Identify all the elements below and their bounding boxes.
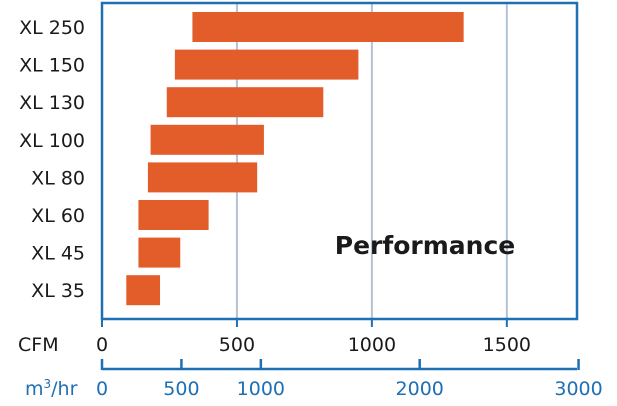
cfm-tick-label: 1000 <box>348 334 396 356</box>
category-label: XL 150 <box>19 55 85 77</box>
cfm-tick-label: 500 <box>219 334 255 356</box>
m3-axis-label: m3/hr <box>25 377 78 400</box>
m3-tick-label: 1000 <box>237 378 285 400</box>
bar-xl-100 <box>150 124 264 155</box>
m3-tick-label: 500 <box>163 378 199 400</box>
category-label: XL 250 <box>19 17 85 39</box>
bar-xl-250 <box>192 12 464 42</box>
m3-axis-ticks: 0 500 1000 2000 3000 <box>96 359 603 400</box>
plot-frame <box>100 1 579 321</box>
category-label: XL 130 <box>19 92 85 114</box>
m3-label-sup: 3 <box>44 377 52 391</box>
category-label: XL 45 <box>31 243 85 265</box>
category-label: XL 80 <box>31 167 85 189</box>
bars <box>126 12 464 306</box>
cfm-tick-label: 0 <box>96 334 108 356</box>
bar-xl-45 <box>138 237 181 268</box>
m3-tick-label: 2000 <box>396 378 444 400</box>
m3-label-m: m <box>25 378 44 400</box>
cfm-axis-label: CFM <box>18 334 59 356</box>
m3-label-rest: /hr <box>51 378 77 400</box>
m3-tick-label: 3000 <box>554 378 602 400</box>
bar-xl-80 <box>147 162 258 193</box>
m3-tick-label: 0 <box>96 378 108 400</box>
category-label: XL 60 <box>31 205 85 227</box>
cfm-axis-ticks: 0 500 1000 1500 <box>96 319 531 356</box>
category-label: XL 100 <box>19 130 85 152</box>
category-labels: XL 250 XL 150 XL 130 XL 100 XL 80 XL 60 XL 45 X… <box>19 17 85 302</box>
category-label: XL 35 <box>31 280 85 302</box>
bar-xl-35 <box>126 275 161 306</box>
bar-xl-60 <box>138 200 209 230</box>
performance-annotation: Performance <box>335 231 515 260</box>
bar-xl-130 <box>166 87 324 118</box>
bar-xl-150 <box>174 49 359 80</box>
cfm-tick-label: 1500 <box>483 334 531 356</box>
